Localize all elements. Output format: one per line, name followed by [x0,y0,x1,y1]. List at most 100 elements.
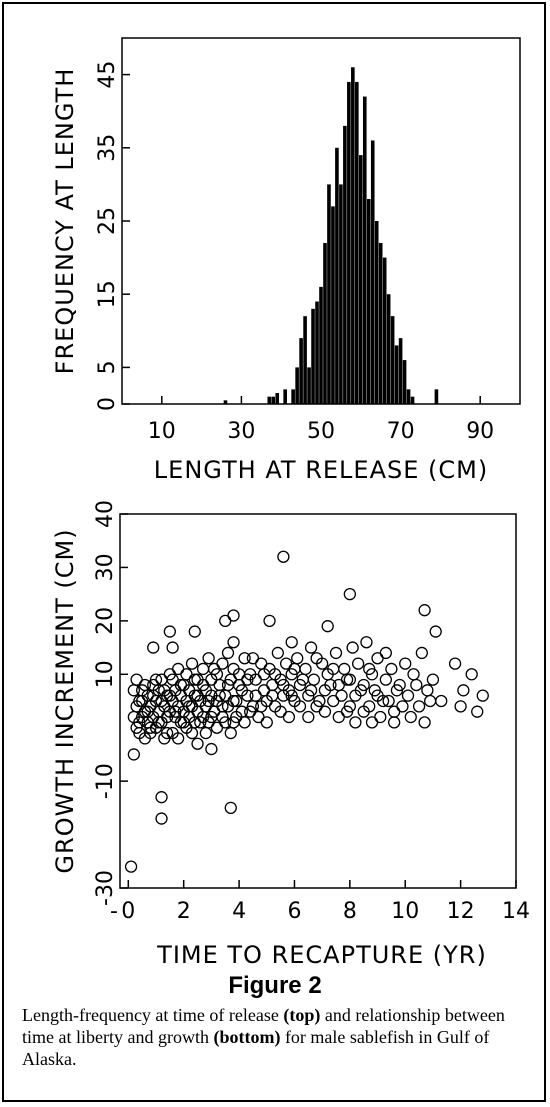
scatter-point [299,662,312,676]
frequency-bar [291,389,295,404]
frequency-bar [331,206,335,404]
scatter-point [124,860,138,873]
scatter-point [329,646,343,660]
scatter-point [268,668,282,681]
scatter-point [407,668,420,681]
top-x-ticks: 10 30 50 70 90 [148,396,494,444]
scatter-point [127,748,140,761]
frequency-bar [299,338,303,404]
scatter-point [371,652,384,665]
frequency-bar [370,140,375,405]
scatter-point [357,705,370,718]
scatter-points [124,550,489,873]
y-tick-label: 20 [93,607,118,635]
scatter-point [302,710,315,724]
scatter-point [147,641,160,654]
top-y-ticks: 0 5 15 25 35 45 [95,61,130,411]
scatter-point [219,614,232,628]
scatter-point [174,678,188,692]
caption-part: and relationship between time at liberty… [22,1005,505,1047]
scatter-point [199,726,212,740]
scatter-point [177,716,190,729]
scatter-point [304,641,318,654]
scatter-point [149,673,163,686]
scatter-point [127,684,140,697]
x-tick-label: 2 [177,899,191,924]
scatter-point [291,652,304,665]
scatter-point [465,668,478,681]
frequency-bar [327,184,331,404]
scatter-point [241,673,254,686]
scatter-point [180,668,193,681]
bottom-plot-border [119,513,517,889]
scatter-point [172,662,185,676]
scatter-point [263,614,276,628]
caption-part: (top) [283,1005,321,1025]
scatter-point [185,726,199,740]
scatter-point [352,657,365,670]
scatter-point [266,678,279,692]
frequency-bar [315,301,319,404]
scatter-point [293,700,307,713]
scatter-point [252,710,265,724]
scatter-point [346,641,359,654]
scatter-point [285,689,298,702]
frequency-bar [359,155,363,404]
scatter-point [379,673,392,686]
scatter-point [343,587,356,601]
y-tick-label: 45 [95,61,120,89]
frequency-bar [390,316,395,404]
frequency-bar [394,345,399,404]
scatter-point [210,721,224,734]
x-tick-label: 12 [447,899,475,924]
scatter-point [244,705,257,718]
scatter-point [296,673,309,686]
scatter-point [221,678,235,692]
x-tick-label: 10 [391,899,419,924]
caption-part: (bottom) [213,1027,281,1047]
scatter-point [191,737,204,750]
scatter-point [208,662,221,676]
scatter-point [435,694,448,708]
x-tick-label: 6 [287,899,301,924]
y-tick-label: 0 [95,397,120,411]
scatter-point [390,684,404,697]
y-tick-label: 15 [95,280,120,308]
scatter-point [219,716,232,729]
scatter-point [410,678,423,692]
scatter-point [255,657,268,670]
scatter-point [396,700,409,713]
scatter-point [304,684,318,697]
scatter-point [205,742,218,756]
bottom-x-axis-label: TIME TO RECAPTURE (YR) [156,941,487,969]
scatter-point [379,646,392,660]
frequency-bar [311,308,315,404]
frequency-bar [339,184,343,404]
scatter-point [318,705,332,718]
scatter-point [196,662,210,676]
frequency-bar [366,199,371,404]
x-tick-label: 14 [502,899,530,924]
scatter-point [202,694,215,708]
scatter-point [307,673,320,686]
scatter-point [424,694,437,708]
frequency-bar [351,67,355,404]
scatter-point [255,700,268,713]
frequency-bar [295,367,299,404]
scatter-point [282,710,296,724]
frequency-bar [434,389,439,404]
top-y-axis-label: FREQUENCY AT LENGTH [51,68,79,375]
scatter-point [185,657,199,670]
frequency-bar [378,242,383,404]
top-x-axis-label: LENGTH AT RELEASE (CM) [154,456,488,484]
frequency-bar [386,294,391,404]
frequency-bar [223,400,228,404]
frequency-bar [402,360,407,404]
frequency-bar [335,147,339,405]
scatter-point [163,625,176,638]
scatter-point [277,550,290,563]
caption-part: Length-frequency at time of release [22,1005,284,1025]
scatter-point [349,716,362,729]
scatter-point [429,625,442,638]
